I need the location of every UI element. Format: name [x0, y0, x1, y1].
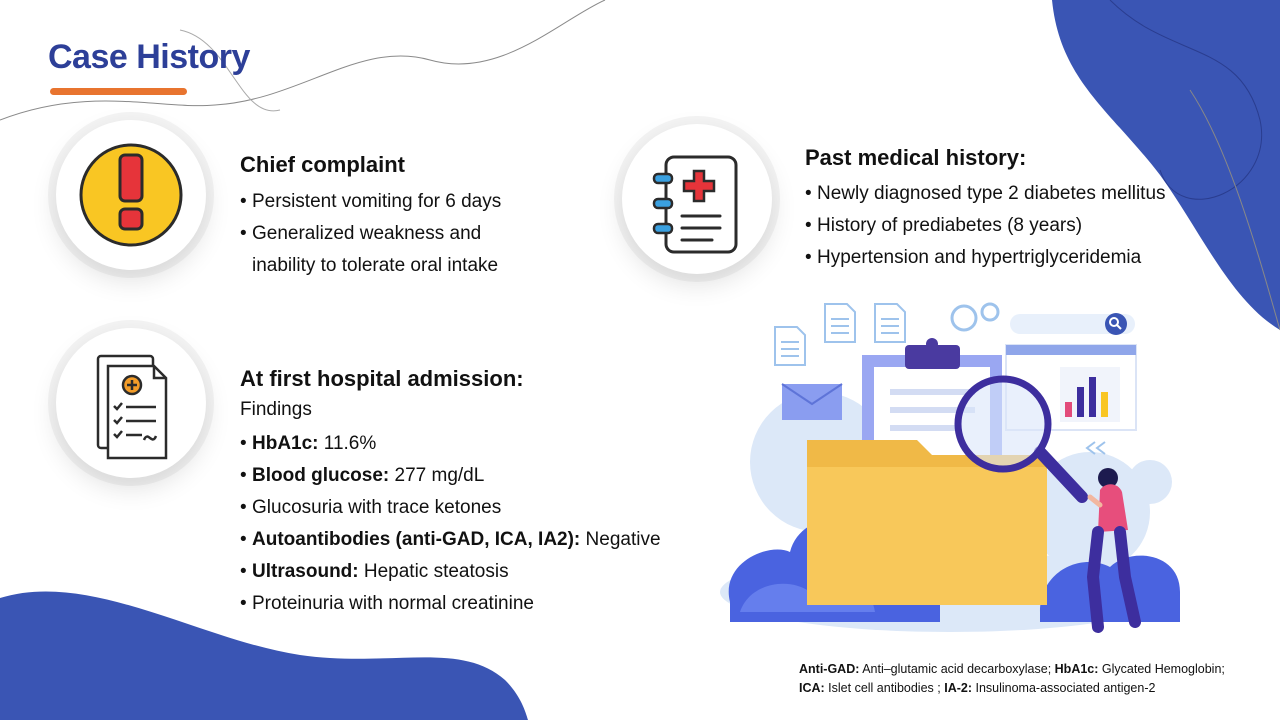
top-right-blob	[1052, 0, 1280, 330]
woman-figure	[1086, 468, 1141, 633]
abbr-text: Insulinoma-associated antigen-2	[972, 681, 1156, 695]
title-underline	[50, 88, 187, 95]
finding-value: 11.6%	[318, 433, 377, 454]
past-history-list: Newly diagnosed type 2 diabetes mellitus…	[805, 178, 1225, 274]
list-item: Proteinuria with normal creatinine	[240, 588, 700, 620]
admission-findings-list: HbA1c: 11.6% Blood glucose: 277 mg/dL Gl…	[240, 428, 700, 620]
magnifying-glass-icon	[954, 375, 1088, 503]
past-history-icon-circle	[622, 124, 772, 274]
medical-report-checklist-icon	[96, 354, 168, 460]
chevron-left-icon	[1085, 441, 1106, 455]
abbr-label: Anti-GAD:	[799, 662, 860, 676]
chief-complaint-icon-circle	[56, 120, 206, 270]
finding-label: Ultrasound:	[252, 561, 359, 582]
abbreviations-footnote: Anti-GAD: Anti–glutamic acid decarboxyla…	[799, 660, 1269, 698]
finding-value: Proteinuria with normal creatinine	[252, 593, 534, 614]
medical-record-icon	[652, 155, 738, 254]
list-item: History of prediabetes (8 years)	[805, 210, 1225, 242]
list-item: Persistent vomiting for 6 days	[240, 186, 570, 218]
list-item: Blood glucose: 277 mg/dL	[240, 460, 700, 492]
finding-value: 277 mg/dL	[389, 465, 485, 486]
abbr-label: HbA1c:	[1054, 662, 1099, 676]
chief-complaint-title: Chief complaint	[240, 152, 406, 177]
finding-label: HbA1c:	[252, 433, 319, 454]
page-title: Case History	[48, 38, 250, 76]
admission-icon-circle	[56, 328, 206, 478]
search-icon	[1105, 313, 1127, 335]
admission-subtitle: Findings	[240, 399, 312, 420]
right-edge-line	[1189, 89, 1280, 331]
list-item-text: Persistent vomiting for 6 days	[252, 191, 502, 212]
finding-value: Glucosuria with trace ketones	[252, 497, 502, 518]
list-item: Newly diagnosed type 2 diabetes mellitus	[805, 178, 1225, 210]
list-item: Generalized weakness and inability to tol…	[240, 218, 570, 282]
envelope-icon	[781, 383, 843, 420]
chief-complaint-list: Persistent vomiting for 6 days Generaliz…	[240, 186, 570, 282]
abbr-text: Islet cell antibodies ;	[824, 681, 945, 695]
abbr-label: ICA:	[799, 681, 825, 695]
list-item: Autoantibodies (anti-GAD, ICA, IA2): Neg…	[240, 524, 700, 556]
finding-label: Blood glucose:	[252, 465, 390, 486]
thin-curve-line-2	[179, 29, 281, 112]
list-item: Ultrasound: Hepatic steatosis	[240, 556, 700, 588]
finding-value: Negative	[580, 529, 661, 550]
list-item: Glucosuria with trace ketones	[240, 492, 700, 524]
abbr-label: IA-2:	[944, 681, 972, 695]
paper-icon	[774, 303, 906, 366]
bottom-left-blob	[0, 591, 528, 720]
abbr-text: Glycated Hemoglobin;	[1098, 662, 1225, 676]
thin-curve-line	[0, 0, 606, 121]
past-history-title: Past medical history:	[805, 145, 1027, 170]
search-bar-shape	[1010, 314, 1135, 334]
list-item: Hypertension and hypertriglyceridemia	[805, 242, 1225, 274]
finding-value: Hepatic steatosis	[358, 561, 509, 582]
abbr-text: Anti–glutamic acid decarboxylase;	[859, 662, 1055, 676]
folder-shape	[807, 440, 1047, 605]
list-item-text: Generalized weakness and	[252, 223, 482, 244]
admission-title: At first hospital admission:	[240, 366, 524, 391]
file-search-illustration	[720, 302, 1180, 633]
list-item: HbA1c: 11.6%	[240, 428, 700, 460]
gear-icon	[950, 302, 1000, 332]
list-item-text: inability to tolerate oral intake	[252, 255, 499, 276]
finding-label: Autoantibodies (anti-GAD, ICA, IA2):	[252, 529, 581, 550]
exclamation-warning-icon	[79, 143, 183, 247]
